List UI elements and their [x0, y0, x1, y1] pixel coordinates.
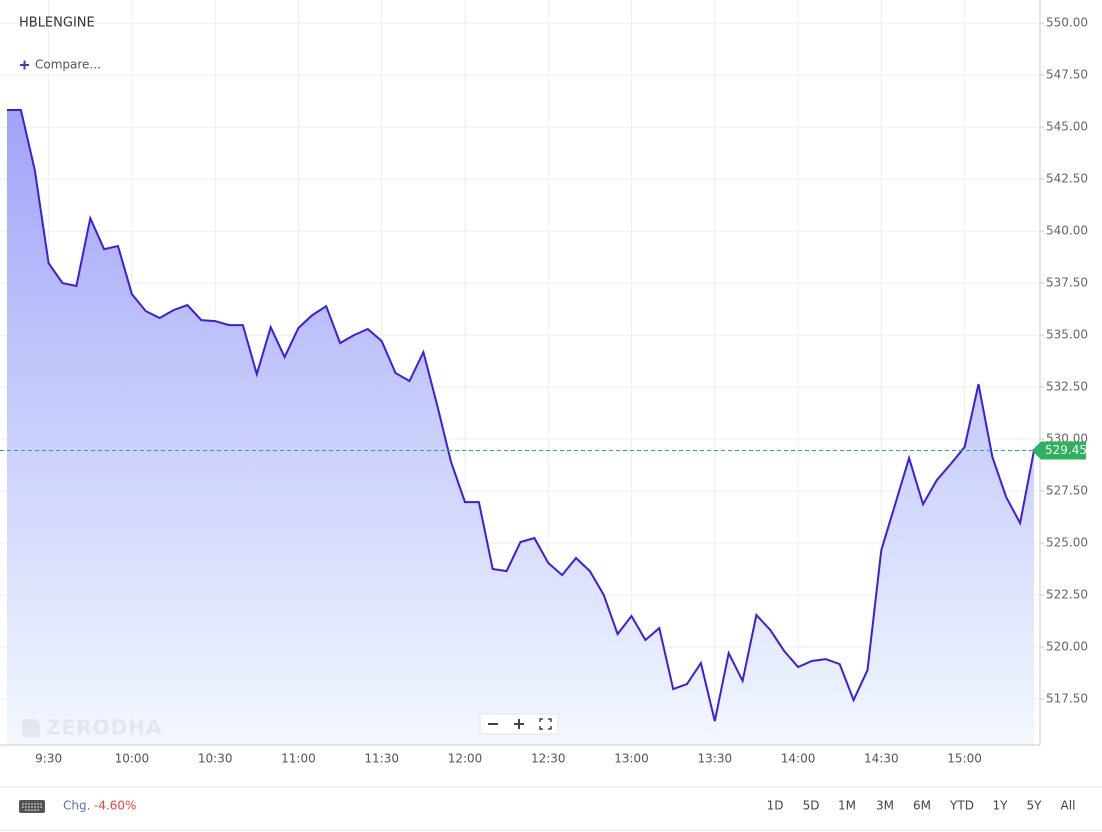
range-button[interactable]: 6M: [913, 799, 931, 813]
symbol: HBLENGINE: [19, 16, 95, 31]
y-tick-label: 545.00: [1046, 120, 1088, 134]
range-button[interactable]: 5Y: [1027, 799, 1043, 813]
watermark-text: ZERODHA: [46, 716, 162, 740]
y-tick-label: 535.00: [1046, 328, 1088, 342]
fullscreen[interactable]: [539, 718, 552, 730]
watermark: ZERODHA: [22, 716, 162, 740]
y-tick-label: 525.00: [1046, 536, 1088, 550]
x-tick-label: 12:00: [448, 752, 483, 766]
y-tick-label: 527.50: [1046, 484, 1088, 498]
y-tick-label: 537.50: [1046, 276, 1088, 290]
compare-label[interactable]: Compare...: [35, 58, 101, 72]
keyboard-icon[interactable]: [19, 800, 45, 813]
plot: [0, 109, 1040, 745]
range-button[interactable]: 1M: [838, 799, 856, 813]
y-tick-label: 520.00: [1046, 640, 1088, 654]
watermark-icon: [22, 719, 40, 737]
last-price-label: 529.45: [1045, 443, 1087, 457]
x-tick-label: 10:00: [115, 752, 150, 766]
range-buttons: 1D 5D 1M 3M 6M YTD 1Y 5Y All: [767, 799, 1076, 813]
last-price-tag: [1032, 441, 1086, 460]
y-tick-label: 542.50: [1046, 172, 1088, 186]
range-button[interactable]: 5D: [803, 799, 820, 813]
x-tick-label: 14:30: [864, 752, 899, 766]
plus-icon: [20, 60, 29, 70]
x-tick-label: 13:00: [614, 752, 649, 766]
x-tick-label: 10:30: [198, 752, 233, 766]
compare-button[interactable]: Compare...: [20, 58, 101, 72]
y-tick-label: 550.00: [1046, 16, 1088, 30]
range-button[interactable]: 1D: [767, 799, 784, 813]
x-tick-label: 12:30: [531, 752, 566, 766]
x-tick-label: 13:30: [698, 752, 733, 766]
y-tick-label: 547.50: [1046, 68, 1088, 82]
change-value: -4.60%: [94, 799, 136, 813]
y-tick-label: 540.00: [1046, 224, 1088, 238]
x-tick-label: 15:00: [947, 752, 982, 766]
range-button[interactable]: YTD: [949, 799, 974, 813]
x-tick-label: 14:00: [781, 752, 816, 766]
zoom-in[interactable]: [514, 719, 524, 729]
range-button[interactable]: 3M: [876, 799, 894, 813]
x-tick-label: 9:30: [35, 752, 62, 766]
range-button[interactable]: 1Y: [993, 799, 1009, 813]
zoom-controls: [479, 713, 559, 735]
line: [7, 109, 1035, 722]
change-label: Chg.: [63, 799, 90, 813]
y-tick-label: 517.50: [1046, 692, 1088, 706]
y-tick-label: 532.50: [1046, 380, 1088, 394]
area: [7, 110, 1034, 745]
x-tick-label: 11:30: [364, 752, 399, 766]
y-tick-label: 522.50: [1046, 588, 1088, 602]
keyboard-keys: [22, 803, 42, 811]
range-button[interactable]: All: [1061, 799, 1076, 813]
x-tick-label: 11:00: [281, 752, 316, 766]
